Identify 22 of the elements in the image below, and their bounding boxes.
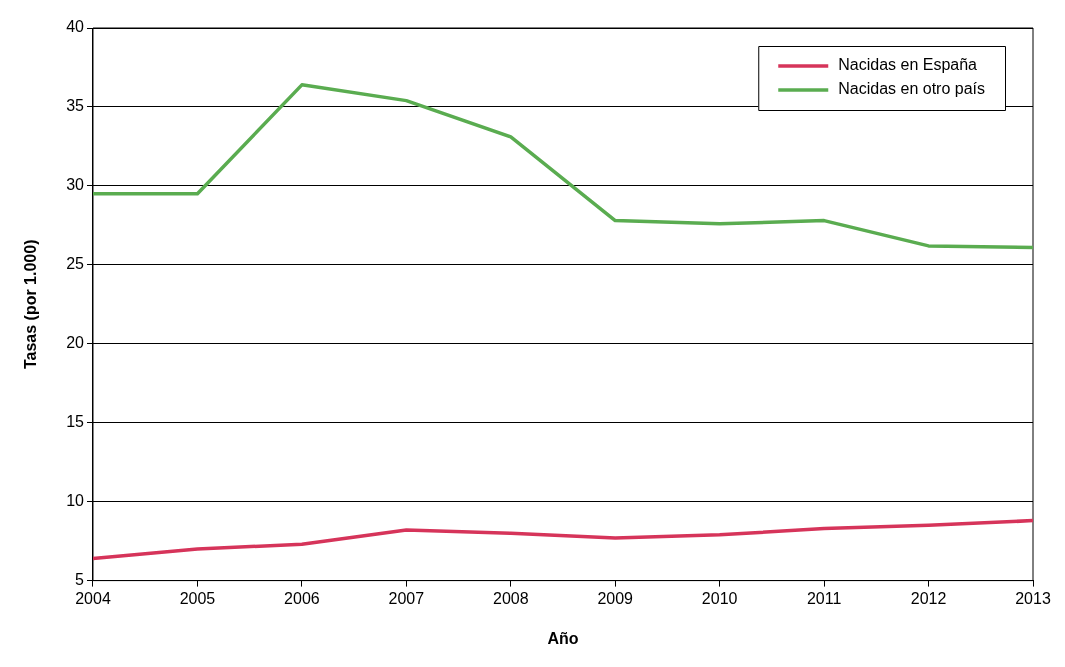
legend-label: Nacidas en España — [838, 56, 978, 74]
x-tick-label: 2005 — [179, 589, 216, 607]
y-tick-label: 35 — [66, 97, 85, 115]
x-tick-label: 2011 — [806, 589, 842, 607]
x-tick-label: 2012 — [910, 589, 947, 607]
y-tick-label: 40 — [66, 18, 85, 36]
x-tick-label: 2010 — [701, 589, 738, 607]
legend-label: Nacidas en otro país — [838, 80, 985, 98]
x-tick-label: 2013 — [1015, 589, 1051, 607]
x-axis-title: Año — [547, 629, 579, 647]
x-tick-label: 2009 — [597, 589, 634, 607]
x-tick-label: 2004 — [75, 589, 111, 607]
x-tick-label: 2006 — [284, 589, 320, 607]
y-tick-label: 10 — [66, 492, 85, 510]
y-axis-title: Tasas (por 1.000) — [22, 239, 40, 370]
y-tick-label: 5 — [75, 571, 85, 589]
y-tick-label: 25 — [66, 255, 85, 273]
x-tick-label: 2007 — [388, 589, 425, 607]
y-tick-label: 30 — [66, 176, 85, 194]
y-tick-label: 15 — [66, 413, 85, 431]
x-tick-label: 2008 — [492, 589, 529, 607]
y-tick-label: 20 — [66, 334, 85, 352]
